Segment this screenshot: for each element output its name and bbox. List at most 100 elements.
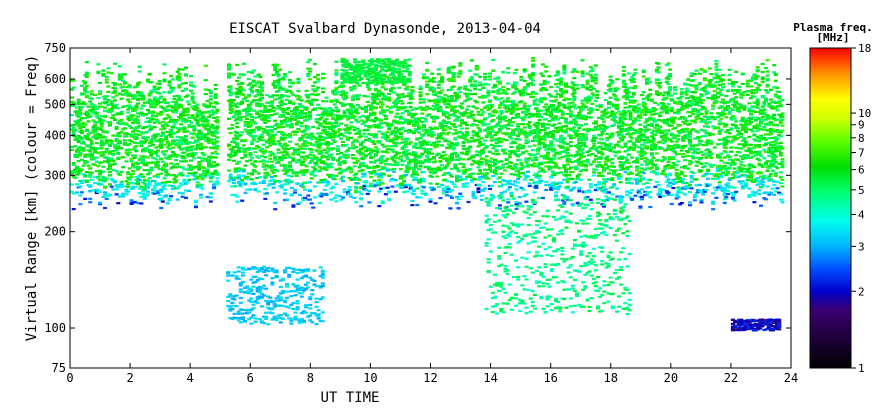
data-point bbox=[307, 115, 312, 118]
data-point bbox=[519, 161, 524, 164]
data-point bbox=[83, 117, 88, 120]
data-point bbox=[337, 167, 342, 170]
data-point bbox=[400, 102, 405, 105]
data-point bbox=[202, 175, 207, 178]
data-point bbox=[436, 86, 441, 89]
data-point bbox=[331, 126, 336, 129]
data-point bbox=[70, 190, 74, 193]
data-point bbox=[455, 143, 459, 146]
data-point bbox=[251, 181, 256, 184]
data-point bbox=[70, 148, 74, 151]
data-point bbox=[114, 125, 119, 129]
data-point bbox=[78, 146, 83, 149]
data-point bbox=[499, 111, 504, 114]
data-point bbox=[324, 152, 329, 155]
data-point bbox=[236, 112, 241, 115]
data-point bbox=[446, 68, 451, 71]
data-point bbox=[167, 184, 172, 187]
data-point bbox=[395, 135, 400, 138]
data-point bbox=[208, 146, 213, 149]
data-point bbox=[316, 93, 321, 96]
data-point bbox=[117, 78, 122, 81]
data-point bbox=[316, 150, 321, 153]
data-point bbox=[364, 181, 369, 184]
data-point bbox=[235, 131, 240, 134]
data-point bbox=[379, 100, 383, 103]
data-point bbox=[131, 122, 136, 125]
data-point bbox=[174, 108, 179, 111]
data-point bbox=[139, 92, 144, 95]
data-point bbox=[78, 169, 83, 172]
data-point bbox=[392, 119, 397, 122]
data-point bbox=[248, 188, 253, 191]
data-point bbox=[314, 88, 319, 91]
data-point bbox=[486, 91, 491, 95]
data-point bbox=[139, 131, 144, 134]
data-point bbox=[256, 172, 261, 175]
data-point bbox=[136, 162, 141, 165]
data-point bbox=[407, 111, 412, 114]
data-point bbox=[88, 150, 93, 153]
data-point bbox=[529, 153, 534, 156]
data-point bbox=[526, 107, 530, 110]
data-point bbox=[205, 195, 210, 199]
data-point bbox=[78, 118, 83, 122]
data-point bbox=[458, 192, 463, 195]
data-point bbox=[365, 85, 370, 88]
data-point bbox=[268, 108, 273, 111]
data-point bbox=[235, 105, 240, 108]
data-point bbox=[471, 154, 476, 157]
data-point bbox=[413, 164, 418, 167]
data-point bbox=[203, 93, 208, 96]
data-point bbox=[504, 133, 509, 136]
data-point bbox=[369, 170, 374, 173]
data-point bbox=[162, 63, 167, 66]
data-point bbox=[374, 153, 378, 156]
data-point bbox=[187, 125, 192, 128]
data-point bbox=[236, 150, 241, 153]
data-point bbox=[321, 114, 326, 117]
data-point bbox=[400, 182, 405, 185]
data-point bbox=[111, 168, 116, 171]
data-point bbox=[496, 124, 501, 127]
data-point bbox=[431, 87, 436, 90]
data-point bbox=[400, 138, 405, 141]
data-point bbox=[185, 110, 190, 113]
data-point bbox=[400, 141, 405, 144]
data-point bbox=[319, 156, 324, 159]
data-point bbox=[250, 115, 255, 118]
data-point bbox=[479, 108, 484, 111]
data-point bbox=[164, 170, 169, 173]
data-point bbox=[412, 172, 416, 176]
data-point bbox=[504, 92, 509, 95]
data-point bbox=[108, 122, 112, 125]
data-point bbox=[522, 178, 527, 181]
data-point bbox=[203, 64, 208, 67]
data-point bbox=[507, 133, 512, 136]
data-point bbox=[162, 91, 167, 94]
data-point bbox=[205, 172, 210, 175]
data-point bbox=[266, 101, 271, 104]
data-point bbox=[324, 155, 329, 158]
data-point bbox=[265, 192, 269, 195]
data-point bbox=[387, 58, 392, 61]
data-point bbox=[402, 191, 407, 194]
data-point bbox=[160, 125, 165, 128]
data-point bbox=[516, 127, 521, 131]
data-point bbox=[397, 86, 402, 89]
data-point bbox=[421, 180, 426, 183]
data-point bbox=[445, 122, 450, 125]
data-point bbox=[76, 160, 81, 163]
data-point bbox=[504, 119, 509, 122]
data-point bbox=[106, 71, 111, 74]
data-point bbox=[413, 144, 418, 147]
data-point bbox=[393, 103, 398, 106]
data-point bbox=[349, 103, 354, 106]
data-point bbox=[407, 167, 412, 170]
data-point bbox=[227, 117, 231, 121]
data-point bbox=[149, 128, 154, 131]
data-point bbox=[336, 124, 340, 127]
data-point bbox=[522, 105, 527, 108]
data-point bbox=[393, 154, 398, 157]
data-point bbox=[288, 133, 293, 136]
